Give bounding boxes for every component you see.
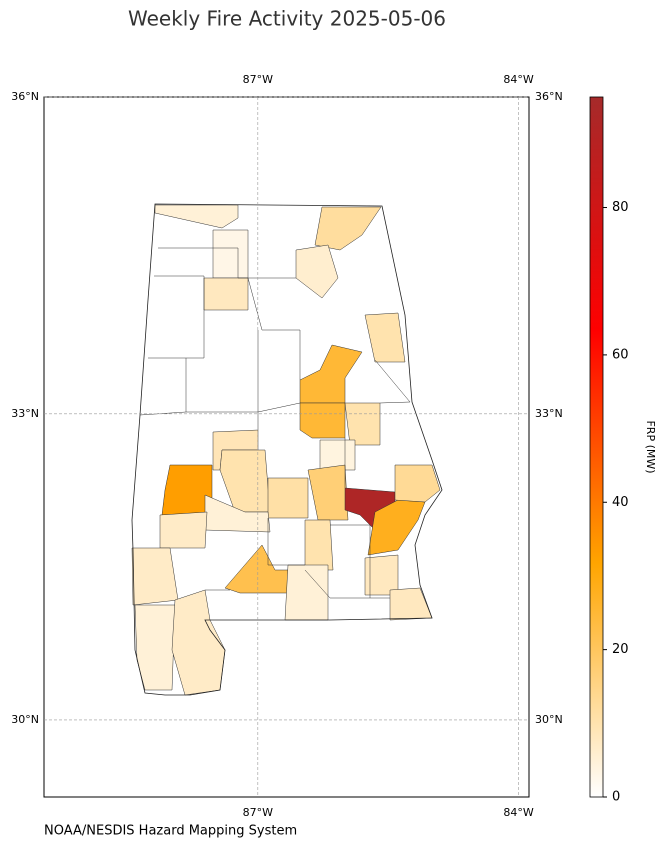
county: [344, 402, 381, 446]
county: [304, 519, 334, 571]
county: [159, 511, 208, 549]
county: [161, 464, 213, 516]
county: [295, 244, 339, 299]
colorbar-tick-label: 20: [612, 642, 629, 657]
map-title: Weekly Fire Activity 2025-05-06: [128, 7, 446, 31]
county: [364, 312, 406, 363]
county: [284, 564, 329, 621]
y-tick-label: 30°N: [535, 713, 563, 726]
county: [134, 604, 176, 691]
county: [203, 277, 249, 311]
county-border: [185, 358, 259, 430]
county: [212, 229, 249, 279]
x-tick-label: 84°W: [503, 73, 533, 86]
county: [307, 464, 349, 521]
county-border: [374, 359, 411, 404]
y-tick-label: 36°N: [535, 90, 563, 103]
x-tick-label: 87°W: [243, 806, 273, 819]
colorbar-tick-label: 0: [612, 790, 620, 805]
county: [319, 439, 356, 471]
county-border: [139, 411, 187, 416]
county-border: [330, 524, 371, 598]
colorbar-tick-label: 80: [612, 200, 629, 215]
x-tick-label: 84°W: [503, 806, 533, 819]
colorbar-tick-label: 40: [612, 495, 629, 510]
county: [131, 547, 179, 606]
y-tick-label: 30°N: [11, 713, 39, 726]
county: [267, 477, 309, 519]
colorbar-label: FRP (MW): [644, 420, 657, 473]
county: [314, 206, 382, 251]
colorbar-tick-label: 60: [612, 347, 629, 362]
y-tick-label: 33°N: [11, 407, 39, 420]
state-outline: [131, 203, 443, 696]
county-border: [148, 275, 205, 359]
county-border: [158, 247, 296, 279]
y-tick-label: 36°N: [11, 90, 39, 103]
map-area: [44, 97, 529, 797]
colorbar: [589, 96, 604, 798]
county-border: [267, 518, 305, 566]
county-border: [247, 277, 301, 380]
county: [394, 464, 441, 503]
x-tick-label: 87°W: [243, 73, 273, 86]
county: [299, 402, 346, 439]
source-credit: NOAA/NESDIS Hazard Mapping System: [44, 824, 297, 839]
y-tick-label: 33°N: [535, 407, 563, 420]
